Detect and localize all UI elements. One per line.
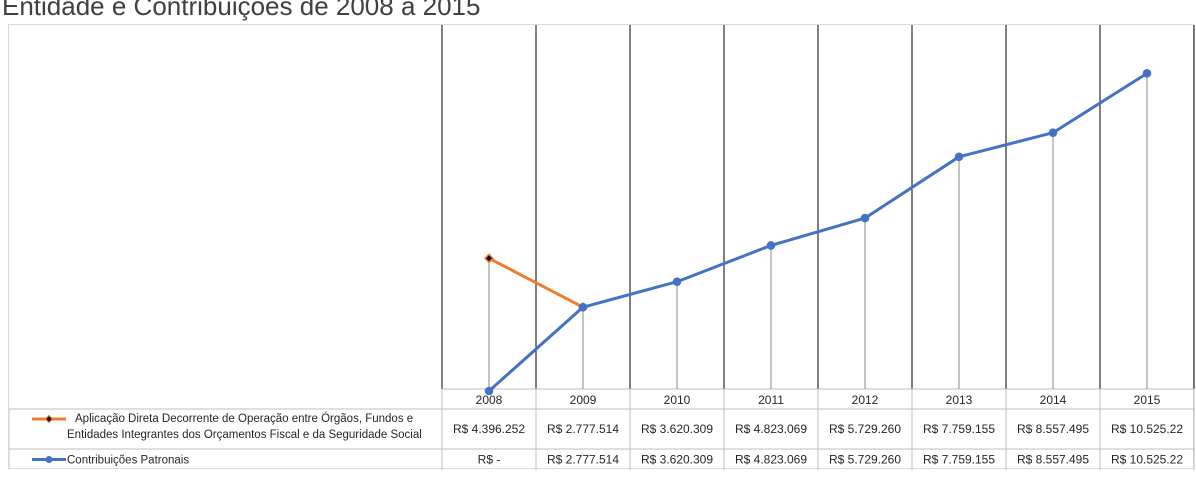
data-table-cell: R$ 10.525.22 [1111, 453, 1183, 467]
line-chart: 2008 2009 2010 2011 2012 2013 2014 2015 Aplicaçã… [9, 25, 1195, 470]
legend-label: Contribuições Patronais [67, 455, 189, 467]
series-line [488, 256, 584, 309]
data-table-cell: R$ 4.396.252 [453, 422, 525, 436]
data-table-cell: R$ 2.777.514 [547, 422, 619, 436]
data-table-cell: R$ 5.729.260 [829, 453, 901, 467]
data-point [1048, 128, 1058, 138]
data-point [1142, 69, 1152, 78]
data-point [766, 241, 776, 250]
x-tick-label: 2009 [570, 393, 597, 407]
x-tick-label: 2013 [946, 393, 973, 407]
legend-label: Entidades Integrantes dos Orçamentos Fis… [67, 429, 422, 441]
data-table-cell: R$ 3.620.309 [641, 453, 713, 467]
x-tick-label: 2012 [852, 393, 879, 407]
data-table-cell: R$ 4.823.069 [735, 453, 807, 467]
x-tick-label: 2008 [476, 393, 503, 407]
data-point [860, 213, 870, 223]
data-table-cell: R$ 4.823.069 [735, 422, 807, 436]
data-point [483, 253, 495, 264]
x-tick-label: 2011 [758, 393, 784, 407]
data-point [672, 277, 682, 287]
x-tick-label: 2010 [664, 393, 691, 407]
x-tick-label: 2015 [1134, 393, 1161, 407]
data-table-cell: R$ 2.777.514 [547, 453, 619, 467]
chart-area: 2008 2009 2010 2011 2012 2013 2014 2015 Aplicaçã… [8, 24, 1195, 470]
data-point [484, 386, 494, 396]
x-tick-label: 2014 [1040, 393, 1067, 407]
data-table-cell: R$ 7.759.155 [923, 422, 995, 436]
data-table-cell: R$ 7.759.155 [923, 453, 995, 467]
data-table-cell: R$ 10.525.22 [1111, 422, 1183, 436]
data-point [954, 152, 964, 162]
data-table-cell: R$ 8.557.495 [1017, 453, 1089, 467]
legend-label: Aplicação Direta Decorrente de Operação … [75, 412, 413, 425]
chart-title: Entidade e Contribuições de 2008 a 2015 [2, 0, 481, 21]
data-point [578, 302, 588, 312]
data-table-cell: R$ 3.620.309 [641, 422, 713, 436]
data-table-cell: R$ - [478, 453, 501, 467]
data-table-cell: R$ 8.557.495 [1017, 422, 1089, 436]
data-table-cell: R$ 5.729.260 [829, 422, 901, 436]
series-line [488, 72, 1148, 393]
legend-marker-key [44, 414, 54, 424]
legend-marker-key [45, 456, 53, 463]
